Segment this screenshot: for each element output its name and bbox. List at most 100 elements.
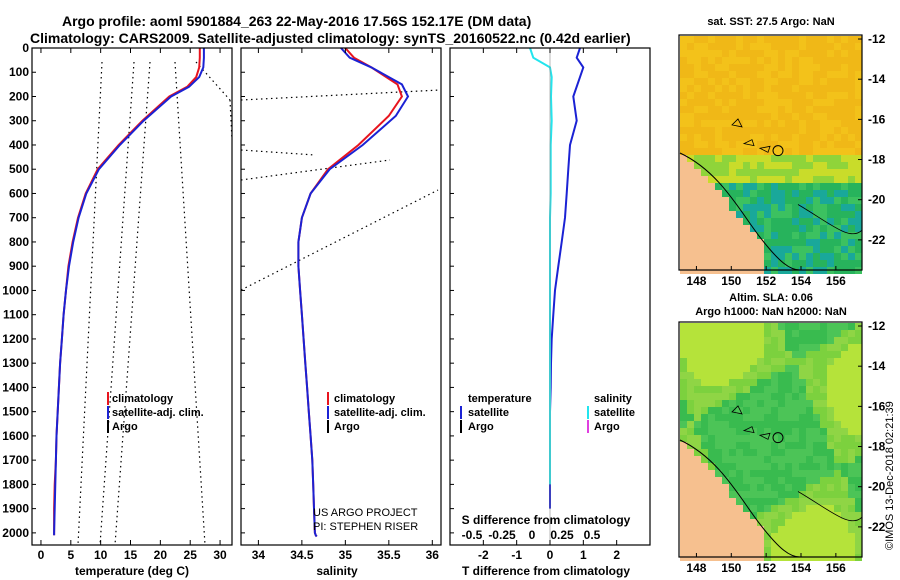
map-cell xyxy=(715,470,722,477)
map-cell xyxy=(771,239,778,246)
map-land-cell xyxy=(687,477,694,484)
map-cell xyxy=(687,435,694,442)
map-cell xyxy=(680,85,687,92)
map-cell xyxy=(715,43,722,50)
map-land-cell xyxy=(729,512,736,519)
map-land-cell xyxy=(722,484,729,491)
map-cell xyxy=(722,456,729,463)
map-cell xyxy=(764,246,771,253)
map-cell xyxy=(799,260,806,267)
map-cell xyxy=(813,85,820,92)
map-land-cell xyxy=(680,197,687,204)
y-tick-label: 1600 xyxy=(2,429,29,443)
map-land-cell xyxy=(743,526,750,533)
map-cell xyxy=(848,232,855,239)
map-cell xyxy=(834,57,841,64)
map-cell xyxy=(771,92,778,99)
map-cell xyxy=(841,372,848,379)
map-cell xyxy=(848,484,855,491)
map-cell xyxy=(792,225,799,232)
map-cell xyxy=(785,491,792,498)
map-cell xyxy=(722,393,729,400)
map-cell xyxy=(792,260,799,267)
map-cell xyxy=(715,442,722,449)
map-cell xyxy=(715,393,722,400)
map-cell xyxy=(785,505,792,512)
map-cell xyxy=(771,456,778,463)
map-cell xyxy=(806,211,813,218)
map-cell xyxy=(806,50,813,57)
map-cell xyxy=(736,43,743,50)
map-cell xyxy=(848,379,855,386)
map-cell xyxy=(806,155,813,162)
map-cell xyxy=(771,134,778,141)
legend-satellite: satellite-adj. clim. xyxy=(334,407,426,419)
map-cell xyxy=(834,162,841,169)
map-land-cell xyxy=(694,533,701,540)
map-cell xyxy=(771,218,778,225)
map-cell xyxy=(736,155,743,162)
map-cell xyxy=(701,162,708,169)
argo-sample-trace xyxy=(99,61,135,546)
map-cell xyxy=(701,57,708,64)
map-land-cell xyxy=(757,260,764,267)
map-cell xyxy=(785,155,792,162)
map-cell xyxy=(799,407,806,414)
map-cell xyxy=(799,484,806,491)
map-cell xyxy=(736,78,743,85)
map-cell xyxy=(729,358,736,365)
map-cell xyxy=(757,225,764,232)
map-cell xyxy=(799,519,806,526)
map-cell xyxy=(743,337,750,344)
map-land-cell xyxy=(701,540,708,547)
map-land-cell xyxy=(736,526,743,533)
map-cell xyxy=(771,78,778,85)
argo-sample-trace xyxy=(114,61,151,546)
t-difference-label: T difference from climatology xyxy=(462,564,630,578)
map-cell xyxy=(694,78,701,85)
map-cell xyxy=(827,358,834,365)
map-cell xyxy=(855,484,862,491)
map-cell xyxy=(834,393,841,400)
map-cell xyxy=(764,211,771,218)
map-cell xyxy=(792,498,799,505)
map-cell xyxy=(799,512,806,519)
map-cell xyxy=(799,85,806,92)
map-land-cell xyxy=(750,533,757,540)
map-cell xyxy=(701,99,708,106)
map-cell xyxy=(827,57,834,64)
x-tick-label: 36 xyxy=(426,548,440,562)
y-tick-label: 1800 xyxy=(2,477,29,491)
map-cell xyxy=(785,449,792,456)
map-cell xyxy=(813,190,820,197)
map-land-cell xyxy=(687,526,694,533)
map-cell xyxy=(785,71,792,78)
map-cell xyxy=(799,456,806,463)
map-cell xyxy=(729,372,736,379)
map-cell xyxy=(848,183,855,190)
map-cell xyxy=(722,344,729,351)
map-cell xyxy=(806,337,813,344)
map-cell xyxy=(722,64,729,71)
map-cell xyxy=(764,386,771,393)
map-cell xyxy=(806,120,813,127)
x-tick-label: 15 xyxy=(124,548,138,562)
map-cell xyxy=(764,414,771,421)
map-cell xyxy=(806,169,813,176)
map-cell xyxy=(855,498,862,505)
map-cell xyxy=(799,218,806,225)
map-cell xyxy=(771,400,778,407)
map-cell xyxy=(701,449,708,456)
map-cell xyxy=(736,92,743,99)
map-cell xyxy=(855,400,862,407)
map-cell xyxy=(820,176,827,183)
map-cell xyxy=(799,190,806,197)
argo-sample-trace xyxy=(174,61,206,546)
map-cell xyxy=(813,351,820,358)
map-cell xyxy=(764,449,771,456)
map-land-cell xyxy=(736,540,743,547)
map-cell xyxy=(757,498,764,505)
map-cell xyxy=(855,141,862,148)
map-cell xyxy=(834,197,841,204)
map-cell xyxy=(785,113,792,120)
